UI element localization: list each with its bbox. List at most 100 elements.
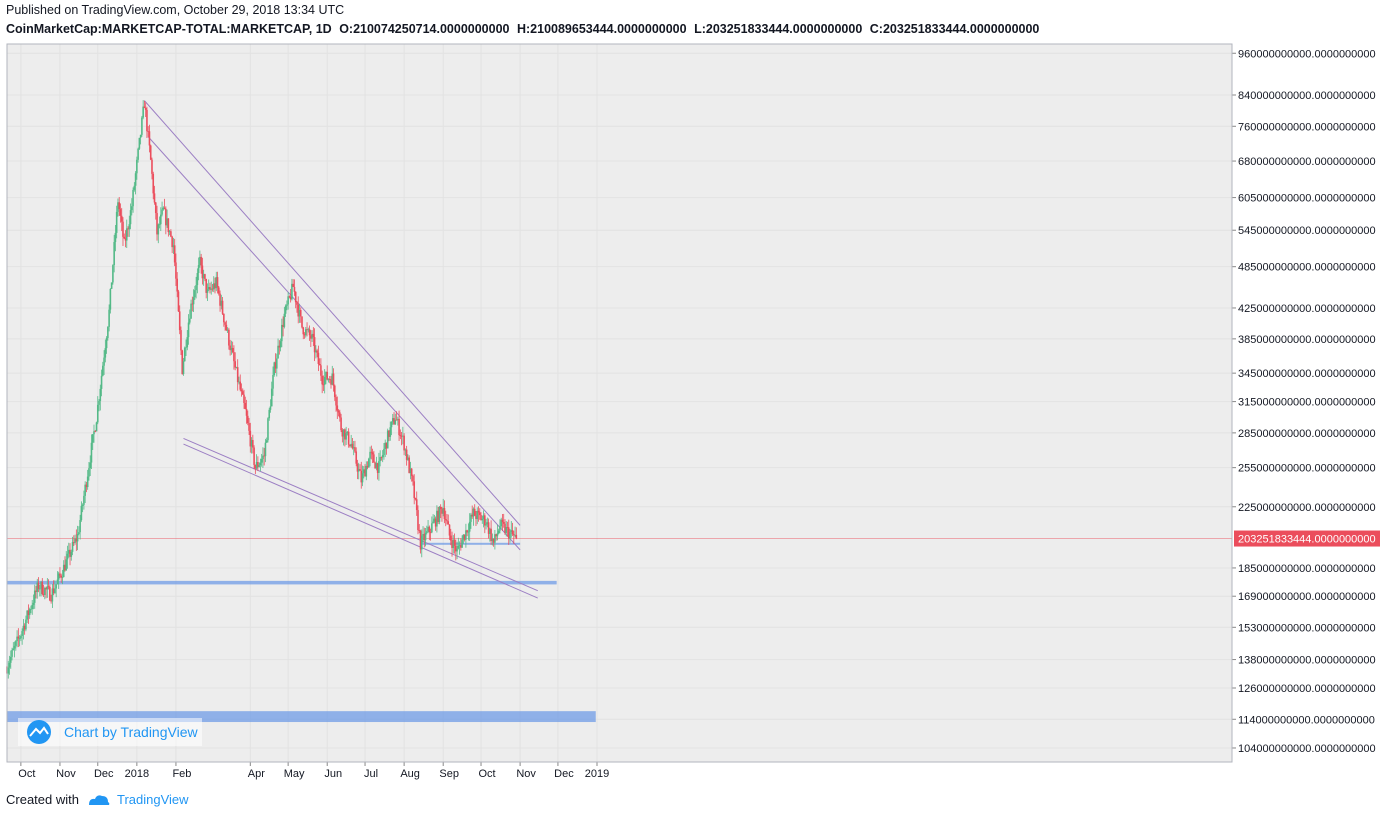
candle-body (223, 313, 225, 323)
candle-body (177, 291, 180, 312)
candle-body (239, 381, 242, 390)
candle-body (397, 418, 399, 420)
candle-body (54, 588, 56, 593)
candle-body (500, 519, 502, 527)
candle-body (175, 262, 177, 279)
candle-body (233, 352, 235, 362)
trendline[interactable] (144, 100, 521, 526)
candle-body (316, 350, 318, 353)
candle-body (395, 419, 398, 421)
candle-body (294, 291, 297, 303)
candle-body (228, 329, 230, 346)
candle-body (302, 327, 305, 335)
candle-body (502, 522, 505, 524)
candle-body (311, 333, 313, 339)
candle-body (187, 322, 190, 338)
candle-body (461, 539, 463, 548)
candle-body (427, 526, 429, 532)
candle-body (297, 304, 300, 317)
candle-body (433, 518, 436, 522)
candle-body (312, 333, 315, 338)
trendline[interactable] (183, 437, 538, 592)
candle-body (509, 531, 511, 539)
badge-text: Chart by TradingView (64, 724, 198, 740)
candle-body (120, 215, 123, 222)
y-tick-label: 680000000000.0000000000 (1238, 156, 1376, 168)
candle-body (422, 534, 424, 536)
candle-body (258, 465, 260, 467)
candle-body (301, 316, 303, 328)
chart-by-tradingview-badge[interactable]: Chart by TradingView (18, 718, 202, 746)
candle-body (42, 594, 45, 595)
candle-body (259, 462, 262, 466)
y-tick-label: 138000000000.0000000000 (1238, 655, 1376, 667)
candle-body (457, 545, 460, 549)
trendline[interactable] (183, 443, 538, 599)
candle-body (98, 400, 100, 405)
symbol-label[interactable]: CoinMarketCap:MARKETCAP-TOTAL:MARKETCAP,… (6, 22, 332, 36)
candles (6, 100, 518, 679)
candle-body (449, 535, 452, 541)
candle-body (7, 667, 10, 674)
candle-body (32, 602, 35, 605)
candle-body (235, 367, 238, 368)
candle-body (352, 447, 355, 449)
x-tick-label: Jun (324, 768, 342, 780)
candle-body (318, 363, 321, 366)
candle-body (478, 512, 481, 516)
candle-body (190, 303, 192, 319)
candle-body (360, 470, 363, 483)
candle-body (149, 145, 152, 160)
candle-body (46, 586, 49, 590)
candle-body (345, 433, 347, 440)
candle-body (83, 495, 85, 505)
y-tick-label: 425000000000.0000000000 (1238, 303, 1376, 315)
candle-body (437, 510, 439, 522)
candle-body (115, 211, 118, 233)
candle-body (109, 288, 112, 310)
candle-body (119, 209, 122, 216)
candle-body (65, 559, 68, 571)
candle-body (369, 451, 371, 459)
candle-body (467, 531, 470, 533)
candle-body (380, 457, 383, 458)
candle-body (497, 530, 500, 534)
trendline[interactable] (147, 136, 521, 551)
candle-body (76, 534, 79, 542)
support-zone[interactable] (7, 711, 596, 723)
candle-body (70, 551, 73, 557)
plot-area[interactable] (7, 44, 1232, 762)
candle-body (281, 324, 283, 342)
candle-body (383, 448, 385, 455)
candle-body (471, 514, 473, 517)
high-value: H:210089653444.0000000000 (516, 22, 687, 36)
candle-body (269, 406, 272, 410)
candle-body (84, 484, 86, 496)
candle-body (333, 385, 336, 398)
candle-body (303, 334, 306, 336)
support-zone[interactable] (421, 542, 521, 545)
candle-body (349, 444, 351, 447)
candle-body (215, 277, 218, 289)
candle-body (244, 403, 247, 409)
y-tick-label: 485000000000.0000000000 (1238, 262, 1376, 274)
candle-body (47, 586, 50, 588)
candle-body (409, 468, 412, 474)
candle-body (321, 375, 323, 385)
candle-body (364, 469, 366, 477)
candle-body (458, 545, 461, 546)
candle-body (453, 539, 456, 546)
candle-body (11, 650, 13, 657)
tradingview-link[interactable]: TradingView (116, 792, 189, 807)
candle-body (201, 265, 204, 279)
candle-body (336, 405, 339, 411)
candle-body (162, 207, 165, 210)
candle-body (192, 297, 195, 305)
support-zone[interactable] (7, 580, 557, 585)
y-tick-label: 285000000000.0000000000 (1238, 428, 1376, 440)
candle-body (468, 521, 471, 532)
candle-body (310, 335, 312, 339)
candle-body (346, 431, 349, 434)
candle-body (252, 440, 254, 448)
